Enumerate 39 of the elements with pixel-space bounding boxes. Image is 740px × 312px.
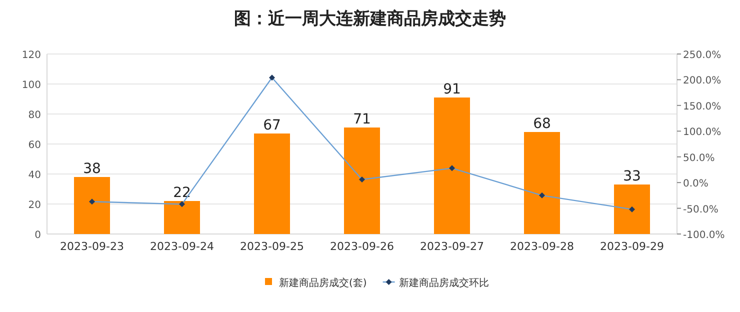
y2-tick-label: 250.0% <box>683 50 722 61</box>
y2-tick-label: 100.0% <box>683 127 722 138</box>
y-tick-label: 120 <box>22 50 41 61</box>
x-tick-label: 2023-09-26 <box>330 240 394 253</box>
bar <box>254 134 290 234</box>
y2-tick-label: 150.0% <box>683 101 722 112</box>
bar <box>344 128 380 234</box>
data-label: 91 <box>443 82 461 98</box>
bar <box>434 98 470 234</box>
bar <box>164 201 200 234</box>
y-tick-label: 60 <box>28 140 41 151</box>
data-label: 38 <box>83 161 101 177</box>
y2-tick-label: 0.0% <box>683 178 708 190</box>
y-tick-label: 100 <box>22 80 41 91</box>
x-tick-label: 2023-09-24 <box>150 240 214 253</box>
data-label: 22 <box>173 185 191 201</box>
y-tick-label: 0 <box>34 230 41 241</box>
y2-tick-label: 200.0% <box>683 76 722 87</box>
legend-label: 新建商品房成交(套) <box>279 277 367 289</box>
y-tick-label: 80 <box>28 110 41 121</box>
data-label: 33 <box>623 168 641 184</box>
y2-tick-label: 50.0% <box>683 152 715 164</box>
y-tick-label: 20 <box>28 200 41 211</box>
y-tick-label: 40 <box>28 170 41 181</box>
bar <box>614 184 650 234</box>
data-label: 71 <box>353 112 371 128</box>
data-label: 67 <box>263 118 281 134</box>
x-tick-label: 2023-09-29 <box>600 240 664 253</box>
x-tick-label: 2023-09-28 <box>510 240 574 253</box>
legend-label: 新建商品房成交环比 <box>398 277 489 289</box>
chart-title: 图：近一周大连新建商品房成交走势 <box>234 9 506 29</box>
data-label: 68 <box>533 116 551 132</box>
y2-tick-label: -100.0% <box>683 230 725 241</box>
x-tick-label: 2023-09-23 <box>60 240 124 253</box>
bar <box>524 132 560 234</box>
x-tick-label: 2023-09-25 <box>240 240 304 253</box>
x-tick-label: 2023-09-27 <box>420 240 484 253</box>
bar <box>74 177 110 234</box>
y2-tick-label: -50.0% <box>683 204 718 216</box>
